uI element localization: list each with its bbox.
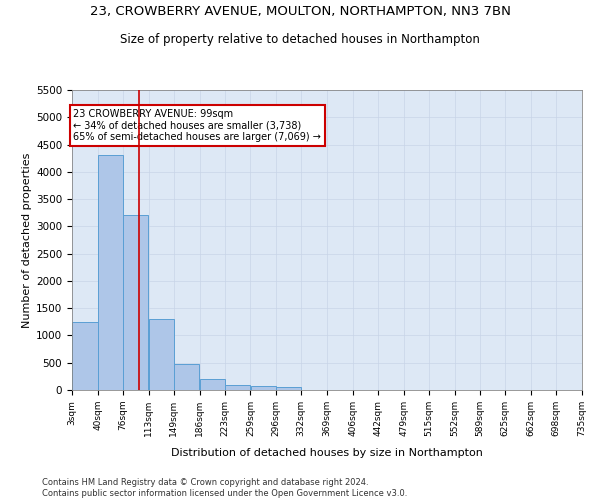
Bar [200, 379, 225, 390]
Bar [98, 156, 122, 390]
Text: Size of property relative to detached houses in Northampton: Size of property relative to detached ho… [120, 32, 480, 46]
Bar [174, 364, 199, 390]
Text: 23, CROWBERRY AVENUE, MOULTON, NORTHAMPTON, NN3 7BN: 23, CROWBERRY AVENUE, MOULTON, NORTHAMPT… [89, 5, 511, 18]
Bar [149, 319, 173, 390]
Bar [277, 388, 301, 390]
Text: Contains HM Land Registry data © Crown copyright and database right 2024.
Contai: Contains HM Land Registry data © Crown c… [42, 478, 407, 498]
Bar [123, 216, 148, 390]
Text: 23 CROWBERRY AVENUE: 99sqm
← 34% of detached houses are smaller (3,738)
65% of s: 23 CROWBERRY AVENUE: 99sqm ← 34% of deta… [73, 109, 321, 142]
Bar [251, 386, 276, 390]
Bar [72, 322, 98, 390]
Text: Distribution of detached houses by size in Northampton: Distribution of detached houses by size … [171, 448, 483, 458]
Bar [226, 384, 250, 390]
Y-axis label: Number of detached properties: Number of detached properties [22, 152, 32, 328]
